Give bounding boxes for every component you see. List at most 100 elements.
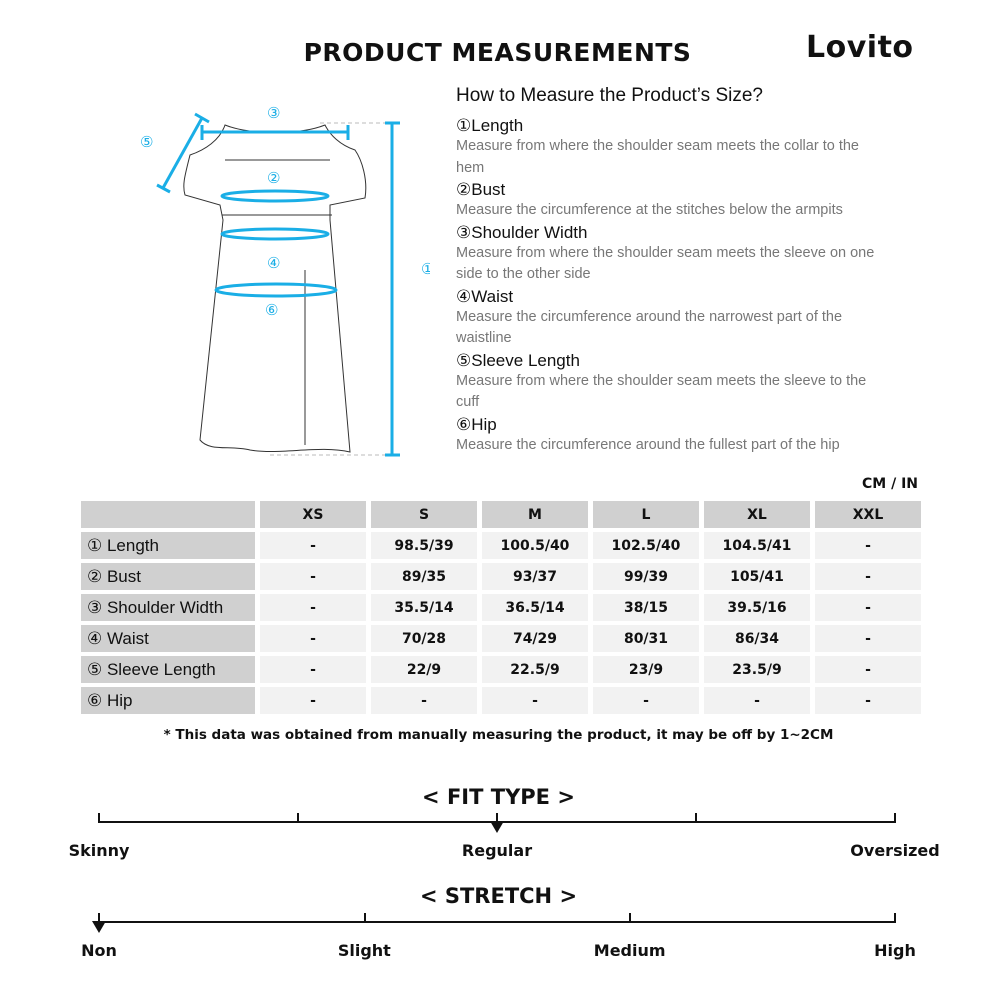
stretch-marker bbox=[92, 921, 106, 933]
stretch-label: Non bbox=[81, 941, 117, 960]
table-cell: 80/31 bbox=[593, 625, 699, 652]
table-row: ① Length -98.5/39 100.5/40 102.5/40 104.5/41… bbox=[81, 532, 921, 559]
guide-item-description: Measure the circumference at the stitche… bbox=[456, 202, 843, 218]
guide-item-label: ④Waist bbox=[456, 286, 514, 306]
table-cell: 104.5/41 bbox=[704, 532, 810, 559]
table-cell: - bbox=[260, 625, 366, 652]
guide-item-label: ⑤Sleeve Length bbox=[456, 350, 580, 370]
row-label: ⑤ Sleeve Length bbox=[81, 656, 255, 683]
disclaimer-note: * This data was obtained from manually m… bbox=[163, 727, 834, 743]
table-cell: 98.5/39 bbox=[371, 532, 477, 559]
table-row: ③ Shoulder Width -35.5/14 36.5/14 38/15 39.5… bbox=[81, 594, 921, 621]
dress-diagram: ① ② ③ ④ ⑤ ⑥ bbox=[140, 104, 430, 457]
fit-label: Regular bbox=[461, 841, 533, 860]
table-cell: - bbox=[260, 687, 366, 714]
page-title: PRODUCT MEASUREMENTS bbox=[303, 38, 692, 67]
row-label: ⑥ Hip bbox=[81, 687, 255, 714]
guide-item-label: ③Shoulder Width bbox=[456, 222, 588, 242]
table-row: ② Bust -89/35 93/37 99/39 105/41- bbox=[81, 563, 921, 590]
row-label: ③ Shoulder Width bbox=[81, 594, 255, 621]
table-cell: - bbox=[260, 532, 366, 559]
fit-marker bbox=[490, 821, 504, 833]
table-cell: - bbox=[815, 656, 921, 683]
table-cell: 23.5/9 bbox=[704, 656, 810, 683]
table-cell: 22/9 bbox=[371, 656, 477, 683]
stretch-label: Slight bbox=[337, 941, 391, 960]
fit-label: Skinny bbox=[68, 841, 130, 860]
table-cell: 105/41 bbox=[704, 563, 810, 590]
table-cell: - bbox=[260, 563, 366, 590]
row-label: ① Length bbox=[81, 532, 255, 559]
table-cell: 36.5/14 bbox=[482, 594, 588, 621]
guide-item-description: Measure from where the shoulder seam mee… bbox=[456, 372, 867, 411]
marker-3: ③ bbox=[267, 104, 280, 122]
marker-1: ① bbox=[421, 260, 430, 278]
size-header: M bbox=[482, 501, 588, 528]
measurement-guide: ①Length Measure from where the shoulder s… bbox=[456, 115, 886, 456]
table-cell: - bbox=[260, 594, 366, 621]
fit-tick bbox=[496, 813, 498, 823]
fit-tick bbox=[98, 813, 100, 823]
stretch-tick bbox=[98, 913, 100, 923]
table-row: ④ Waist -70/28 74/29 80/31 86/34- bbox=[81, 625, 921, 652]
guide-item-label: ①Length bbox=[456, 116, 524, 135]
stretch-label: High bbox=[874, 941, 916, 960]
stretch-title: < STRETCH > bbox=[419, 884, 578, 908]
table-row: ⑤ Sleeve Length -22/9 22.5/9 23/9 23.5/9- bbox=[81, 656, 921, 683]
table-cell: - bbox=[704, 687, 810, 714]
row-label: ④ Waist bbox=[81, 625, 255, 652]
table-cell: - bbox=[815, 594, 921, 621]
stretch-label: Medium bbox=[593, 941, 666, 960]
table-cell: 102.5/40 bbox=[593, 532, 699, 559]
marker-6: ⑥ bbox=[265, 301, 278, 319]
stretch-tick bbox=[364, 913, 366, 923]
fit-tick bbox=[297, 813, 299, 823]
stretch-tick bbox=[894, 913, 896, 923]
table-cell: 100.5/40 bbox=[482, 532, 588, 559]
size-header: XS bbox=[260, 501, 366, 528]
table-row: ⑥ Hip - - - - - - bbox=[81, 687, 921, 714]
table-cell: - bbox=[260, 656, 366, 683]
unit-label: CM / IN bbox=[862, 476, 918, 492]
table-cell: - bbox=[482, 687, 588, 714]
table-cell: 22.5/9 bbox=[482, 656, 588, 683]
table-header-row: XS S M L XL XXL bbox=[81, 501, 921, 528]
fit-label: Oversized bbox=[850, 841, 940, 860]
table-cell: 39.5/16 bbox=[704, 594, 810, 621]
fit-tick bbox=[695, 813, 697, 823]
guide-item-label: ⑥Hip bbox=[456, 414, 497, 434]
table-cell: 23/9 bbox=[593, 656, 699, 683]
row-label: ② Bust bbox=[81, 563, 255, 590]
table-cell: 70/28 bbox=[371, 625, 477, 652]
size-header: L bbox=[593, 501, 699, 528]
stretch-tick bbox=[629, 913, 631, 923]
table-cell: 99/39 bbox=[593, 563, 699, 590]
fit-type-title: < FIT TYPE > bbox=[422, 785, 575, 809]
table-cell: 74/29 bbox=[482, 625, 588, 652]
stretch-line bbox=[99, 921, 896, 923]
guide-item-description: Measure the circumference around the nar… bbox=[456, 308, 843, 347]
table-cell: 89/35 bbox=[371, 563, 477, 590]
table-cell: - bbox=[815, 625, 921, 652]
size-header: XXL bbox=[815, 501, 921, 528]
table-cell: - bbox=[371, 687, 477, 714]
table-cell: 35.5/14 bbox=[371, 594, 477, 621]
guide-item-label: ②Bust bbox=[456, 180, 506, 199]
size-header: S bbox=[371, 501, 477, 528]
table-cell: - bbox=[815, 687, 921, 714]
table-cell: - bbox=[815, 563, 921, 590]
guide-item-description: Measure from where the shoulder seam mee… bbox=[456, 244, 875, 283]
table-cell: 93/37 bbox=[482, 563, 588, 590]
size-table: XS S M L XL XXL ① Length -98.5/39 100.5/40 102.5/… bbox=[76, 497, 926, 718]
header-blank bbox=[81, 501, 255, 528]
marker-5: ⑤ bbox=[140, 133, 153, 151]
table-cell: - bbox=[593, 687, 699, 714]
fit-tick bbox=[894, 813, 896, 823]
table-cell: - bbox=[815, 532, 921, 559]
marker-4: ④ bbox=[267, 254, 280, 272]
guide-heading: How to Measure the Product’s Size? bbox=[456, 85, 763, 106]
brand-logo: Lovito bbox=[806, 30, 914, 65]
table-cell: 86/34 bbox=[704, 625, 810, 652]
table-cell: 38/15 bbox=[593, 594, 699, 621]
guide-item-description: Measure the circumference around the ful… bbox=[456, 436, 840, 453]
